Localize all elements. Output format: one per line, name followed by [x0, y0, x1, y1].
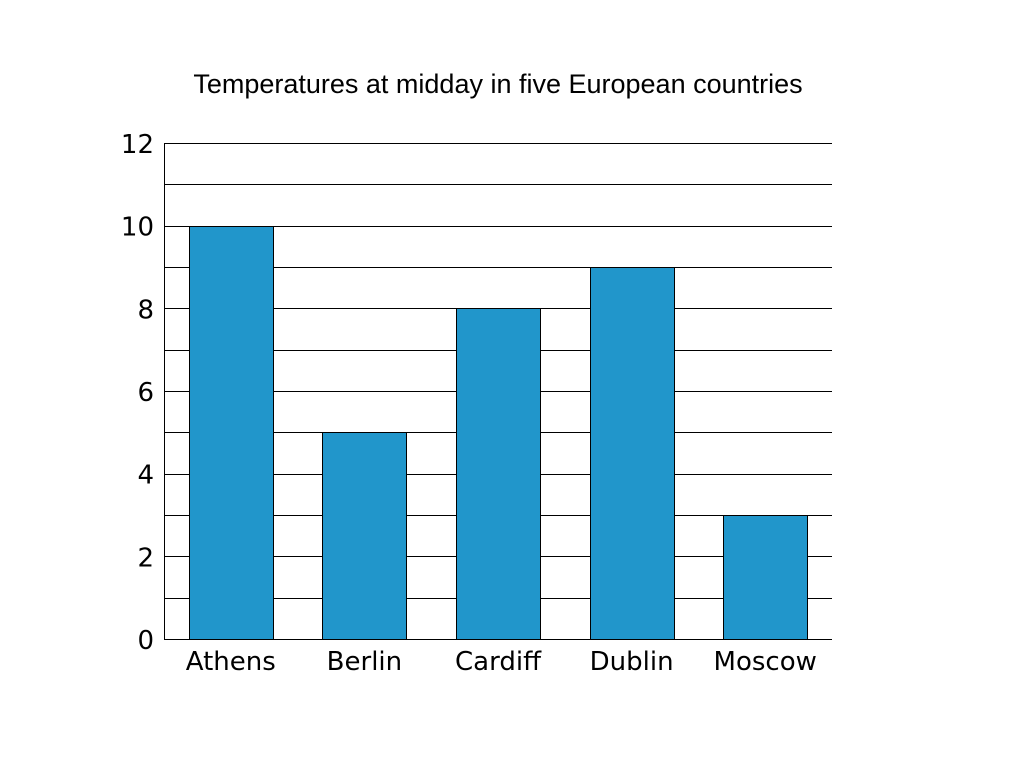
- chart-title: Temperatures at midday in five European …: [193, 69, 802, 99]
- bar-moscow: [723, 515, 808, 640]
- y-tick-labels: 0 2 4 6 8 10 12: [121, 130, 154, 656]
- x-tick-label: Cardiff: [455, 647, 542, 677]
- bar-dublin: [590, 267, 675, 640]
- x-tick-label: Moscow: [714, 647, 817, 677]
- x-tick-label: Berlin: [327, 647, 402, 677]
- y-tick-label: 8: [137, 295, 154, 325]
- y-tick-label: 4: [137, 461, 154, 491]
- y-tick-label: 10: [121, 213, 154, 243]
- y-tick-label: 6: [137, 378, 154, 408]
- x-category-labels: Athens Berlin Cardiff Dublin Moscow: [186, 647, 817, 677]
- x-tick-label: Athens: [186, 647, 276, 677]
- bar-cardiff: [456, 308, 541, 640]
- bar-berlin: [322, 432, 407, 640]
- y-tick-label: 0: [137, 626, 154, 656]
- bars: [189, 226, 808, 640]
- y-tick-label: 2: [137, 543, 154, 573]
- y-tick-label: 12: [121, 130, 154, 160]
- x-tick-label: Dublin: [590, 647, 674, 677]
- bar-athens: [189, 226, 274, 640]
